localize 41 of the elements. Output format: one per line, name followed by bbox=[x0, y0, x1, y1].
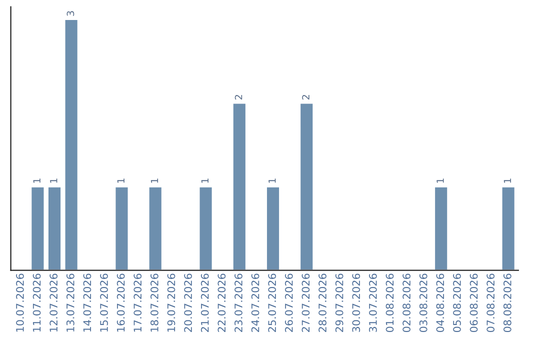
x-tick-label: 13.07.2026 bbox=[66, 274, 74, 332]
x-tick-label: 25.07.2026 bbox=[268, 274, 276, 332]
x-tick-label: 16.07.2026 bbox=[116, 274, 125, 332]
data-label: 1 bbox=[50, 178, 58, 183]
x-tick-label: 06.08.2026 bbox=[470, 274, 478, 332]
data-label: 1 bbox=[504, 178, 511, 183]
x-tick-label: 03.08.2026 bbox=[419, 274, 428, 332]
data-label: 1 bbox=[436, 178, 444, 183]
x-tick-label: 12.07.2026 bbox=[50, 274, 58, 332]
x-tick-label: 01.08.2026 bbox=[386, 274, 394, 332]
x-tick-label: 30.07.2026 bbox=[352, 274, 360, 332]
x-tick-label: 10.07.2026 bbox=[16, 274, 24, 332]
x-tick-label: 17.07.2026 bbox=[134, 274, 142, 332]
x-tick-label: 26.07.2026 bbox=[284, 274, 293, 332]
x-tick-label: 23.07.2026 bbox=[234, 274, 242, 332]
x-tick-label: 29.07.2026 bbox=[335, 274, 344, 332]
x-tick-label: 31.07.2026 bbox=[368, 274, 377, 332]
data-label: 1 bbox=[201, 178, 208, 183]
x-tick-label: 27.07.2026 bbox=[302, 274, 310, 332]
x-tick-label: 20.07.2026 bbox=[184, 274, 192, 332]
x-tick-label: 21.07.2026 bbox=[200, 274, 209, 332]
x-tick-label: 08.08.2026 bbox=[503, 274, 512, 332]
x-tick-label: 07.08.2026 bbox=[486, 274, 495, 332]
x-tick-label: 05.08.2026 bbox=[453, 274, 461, 332]
x-tick-label: 24.07.2026 bbox=[251, 274, 260, 332]
data-label: 1 bbox=[33, 178, 40, 183]
data-label: 2 bbox=[234, 95, 242, 100]
data-label: 3 bbox=[66, 11, 74, 16]
x-tick-label: 04.08.2026 bbox=[436, 274, 444, 332]
x-tick-label: 22.07.2026 bbox=[218, 274, 226, 332]
x-tick-label: 28.07.2026 bbox=[318, 274, 326, 332]
x-tick-label: 14.07.2026 bbox=[83, 274, 92, 332]
x-tick-label: 15.07.2026 bbox=[100, 274, 108, 332]
x-tick-label: 02.08.2026 bbox=[402, 274, 410, 332]
x-tick-label: 19.07.2026 bbox=[167, 274, 176, 332]
data-label: 1 bbox=[117, 178, 124, 183]
data-label: 2 bbox=[302, 95, 310, 100]
x-tick-label: 18.07.2026 bbox=[150, 274, 158, 332]
data-label: 1 bbox=[268, 178, 276, 183]
x-tick-label: 11.07.2026 bbox=[32, 274, 41, 332]
data-label: 1 bbox=[150, 178, 158, 183]
